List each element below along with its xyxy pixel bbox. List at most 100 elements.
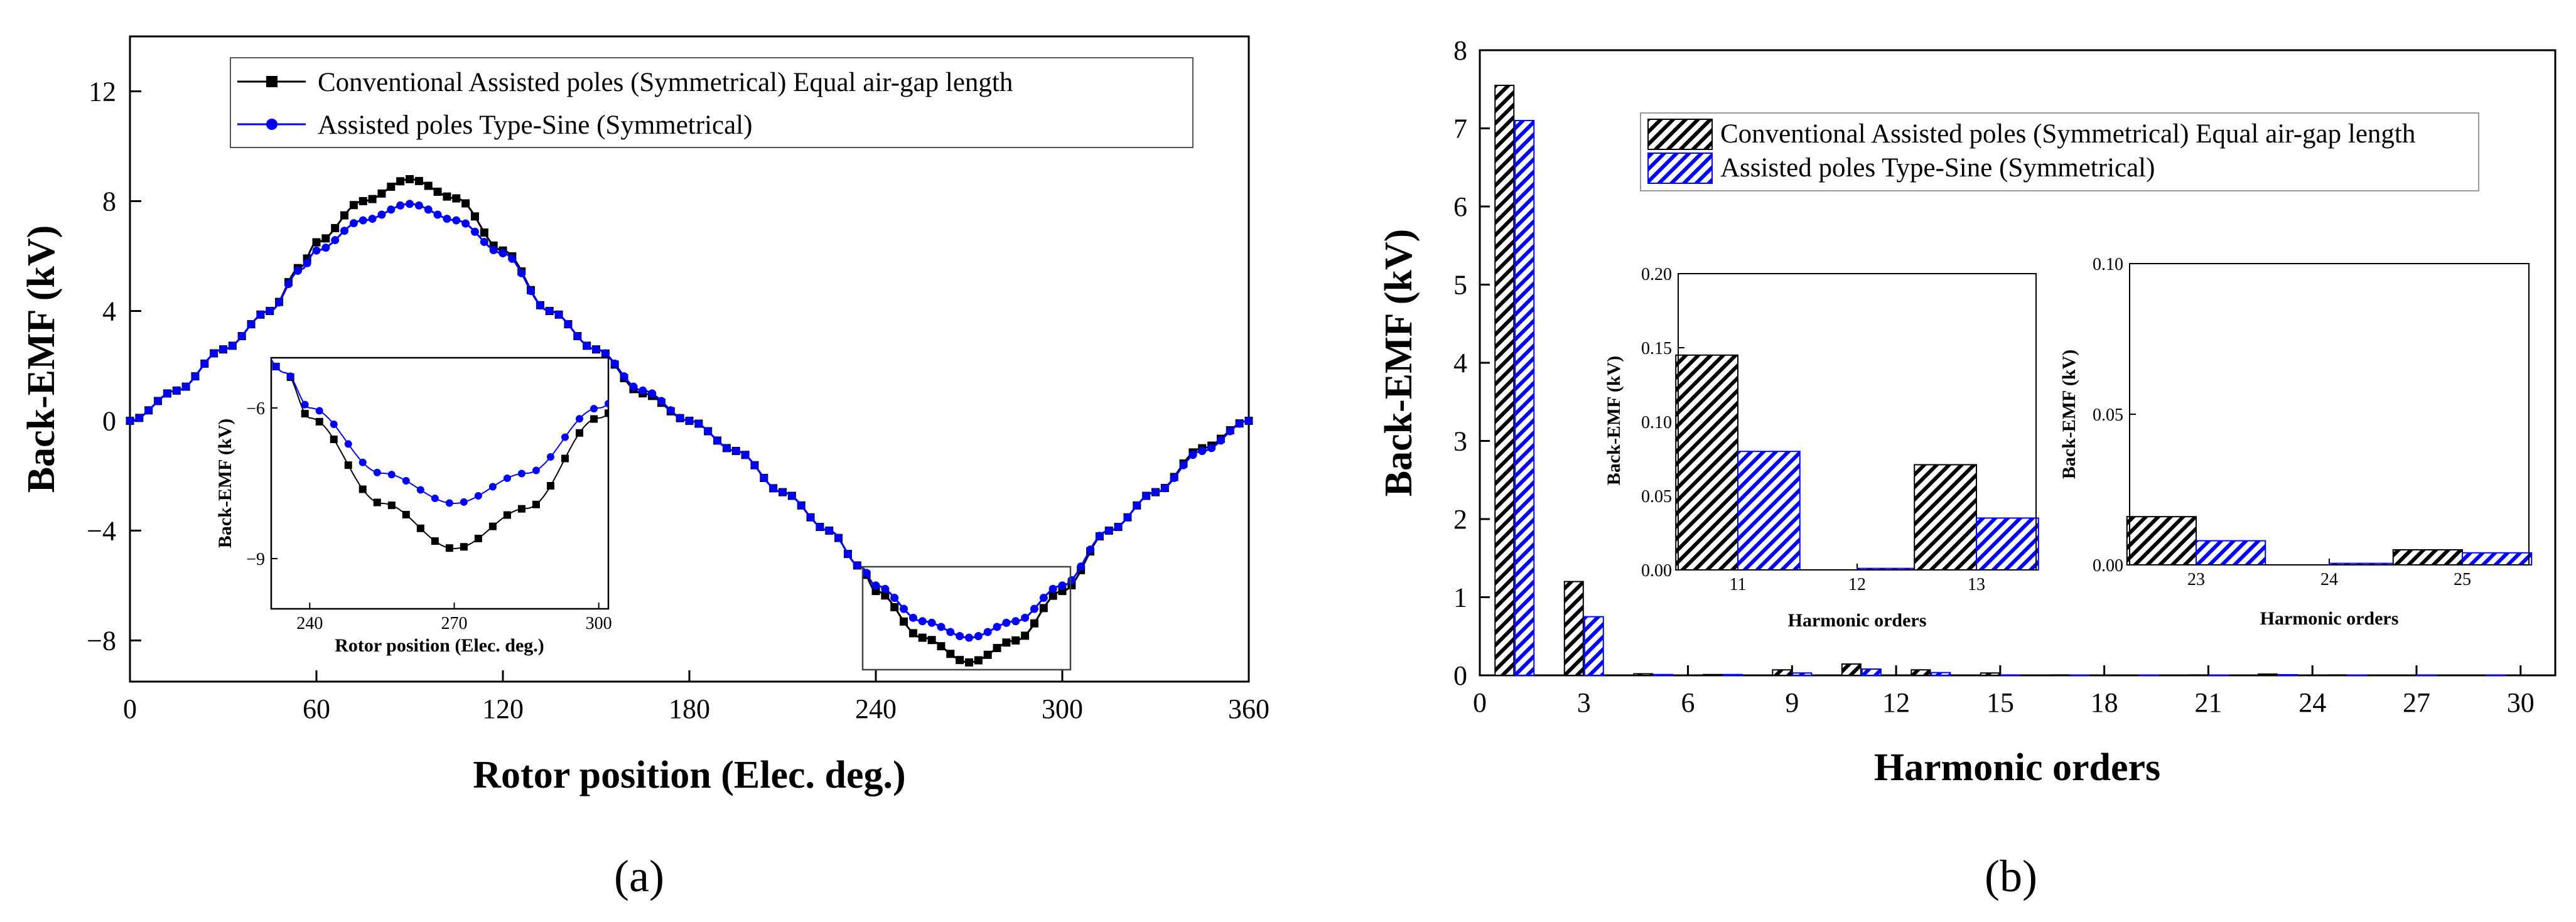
series-point-a-1 <box>1179 461 1188 469</box>
x-tick-label-b: 12 <box>1882 687 1910 718</box>
series-point-a-1 <box>927 618 936 627</box>
legend-b: Conventional Assisted poles (Symmetrical… <box>1640 112 2479 191</box>
inset-b1-bar-conventional <box>1675 354 1738 571</box>
series-point-a-1 <box>536 301 544 310</box>
bar-b-conventional <box>1494 85 1515 676</box>
series-point-a-1 <box>424 205 433 214</box>
series-point-a-1 <box>741 451 750 459</box>
caption-b: (b) <box>1985 851 2037 901</box>
series-point-a-1 <box>639 386 647 395</box>
series-point-a-1 <box>881 584 890 593</box>
series-point-a-1 <box>554 310 563 319</box>
x-tick-label-b: 6 <box>1681 687 1695 718</box>
bar-b-type-sine <box>1931 672 1951 676</box>
x-axis-title-b: Harmonic orders <box>1874 746 2160 789</box>
series-point-a-1 <box>610 359 619 368</box>
series-point-a-1 <box>1123 513 1132 522</box>
series-point-a-1 <box>303 259 311 267</box>
series-point-a-0 <box>331 223 340 232</box>
series-point-a-1 <box>965 633 973 642</box>
legend-b-frame <box>1640 112 2479 191</box>
inset-a-point-1 <box>445 499 453 507</box>
series-point-a-1 <box>946 628 955 636</box>
series-point-a-1 <box>862 569 871 577</box>
series-point-a-1 <box>498 249 507 258</box>
bar-b-conventional <box>1910 669 1931 677</box>
inset-a-series <box>271 359 608 552</box>
inset-a-point-0 <box>561 454 569 463</box>
series-point-a-1 <box>1170 473 1178 482</box>
series-point-a-1 <box>1030 604 1038 613</box>
series-point-a-1 <box>1216 436 1225 445</box>
series-point-a-1 <box>321 244 330 252</box>
inset-a-point-1 <box>503 474 511 482</box>
series-point-a-1 <box>787 491 796 500</box>
legend-a-marker-0 <box>266 76 278 87</box>
y-tick-label-b: 8 <box>1453 35 1467 66</box>
inset-a-point-0 <box>517 505 525 513</box>
x-tick-label-b: 21 <box>2194 687 2222 718</box>
bar-b-conventional <box>1633 673 1654 677</box>
series-point-a-1 <box>340 227 349 235</box>
y-tick-label-b: 6 <box>1453 191 1467 222</box>
series-point-a-0 <box>1030 619 1038 628</box>
y-tick-label-b: 2 <box>1453 504 1467 535</box>
y-tick-label-a: 8 <box>102 186 116 217</box>
series-point-a-0 <box>983 650 992 659</box>
series-point-a-1 <box>825 526 834 535</box>
inset-a-point-0 <box>445 544 453 552</box>
inset-a-point-1 <box>460 498 468 506</box>
series-point-a-0 <box>946 650 955 658</box>
inset-a-point-0 <box>532 500 540 508</box>
legend-b-label-1: Assisted poles Type-Sine (Symmetrical) <box>1720 153 2155 183</box>
inset-a-point-0 <box>301 410 309 418</box>
series-point-a-0 <box>1021 631 1030 640</box>
inset-a-point-0 <box>488 522 497 530</box>
series-point-a-0 <box>461 199 470 208</box>
axis-ticks-a: 0 60 120 180 240 300 360 −8 −4 0 4 8 12 <box>87 76 1269 724</box>
panel-a-back-emf-waveform: 0 60 120 180 240 300 360 −8 −4 0 4 8 12 240 270 300 −6 −… <box>20 35 1269 901</box>
inset-b1-ylabel: Back-EMF (kV) <box>1603 356 1624 485</box>
series-point-a-1 <box>508 254 517 263</box>
legend-a-label-0: Conventional Assisted poles (Symmetrical… <box>318 68 1013 97</box>
inset-b2-x-tick-label: 24 <box>2320 570 2338 589</box>
series-point-a-1 <box>1002 618 1011 627</box>
series-point-a-1 <box>452 216 461 225</box>
inset-a-xlabel: Rotor position (Elec. deg.) <box>335 635 544 656</box>
x-tick-label-a: 60 <box>303 694 330 724</box>
series-point-a-1 <box>470 227 479 236</box>
series-point-a-1 <box>1188 451 1197 459</box>
series-point-a-1 <box>713 436 722 445</box>
inset-a-point-1 <box>517 469 525 478</box>
inset-a-point-0 <box>373 498 381 507</box>
inset-b1-xlabel: Harmonic orders <box>1788 610 1927 631</box>
x-tick-label-b: 27 <box>2403 687 2430 718</box>
series-point-a-1 <box>871 581 880 590</box>
series-point-a-1 <box>731 447 740 456</box>
series-point-a-1 <box>154 397 163 405</box>
series-point-a-1 <box>1104 526 1113 535</box>
series-point-a-1 <box>806 513 815 522</box>
inset-a-point-1 <box>546 453 554 461</box>
inset-b2-bar-conventional <box>2392 549 2464 566</box>
series-point-a-0 <box>993 643 1001 652</box>
inset-a-point-0 <box>330 436 338 443</box>
series-point-a-1 <box>358 216 367 225</box>
inset-b2-bar-type-sine <box>2196 540 2266 566</box>
series-point-a-1 <box>414 201 423 210</box>
inset-a-point-1 <box>301 400 309 409</box>
inset-b2: 0.00 0.05 0.10 23 24 25 Harmonic orders Back-… <box>2059 255 2534 629</box>
inset-b1-y-tick-label: 0.10 <box>1641 413 1672 432</box>
y-tick-label-b: 7 <box>1453 114 1467 144</box>
legend-a: Conventional Assisted poles (Symmetrical… <box>230 57 1194 148</box>
inset-a-point-0 <box>605 409 608 417</box>
y-axis-title-a: Back-EMF (kV) <box>20 225 63 493</box>
series-point-a-1 <box>666 406 675 415</box>
bar-b-conventional <box>1772 669 1792 677</box>
series-point-a-0 <box>965 658 973 667</box>
inset-a-x-tick-label: 240 <box>296 614 323 633</box>
y-tick-label-b: 3 <box>1453 426 1467 457</box>
inset-a-frame <box>270 356 610 610</box>
series-point-a-0 <box>974 656 983 665</box>
series-point-a-0 <box>387 183 396 191</box>
